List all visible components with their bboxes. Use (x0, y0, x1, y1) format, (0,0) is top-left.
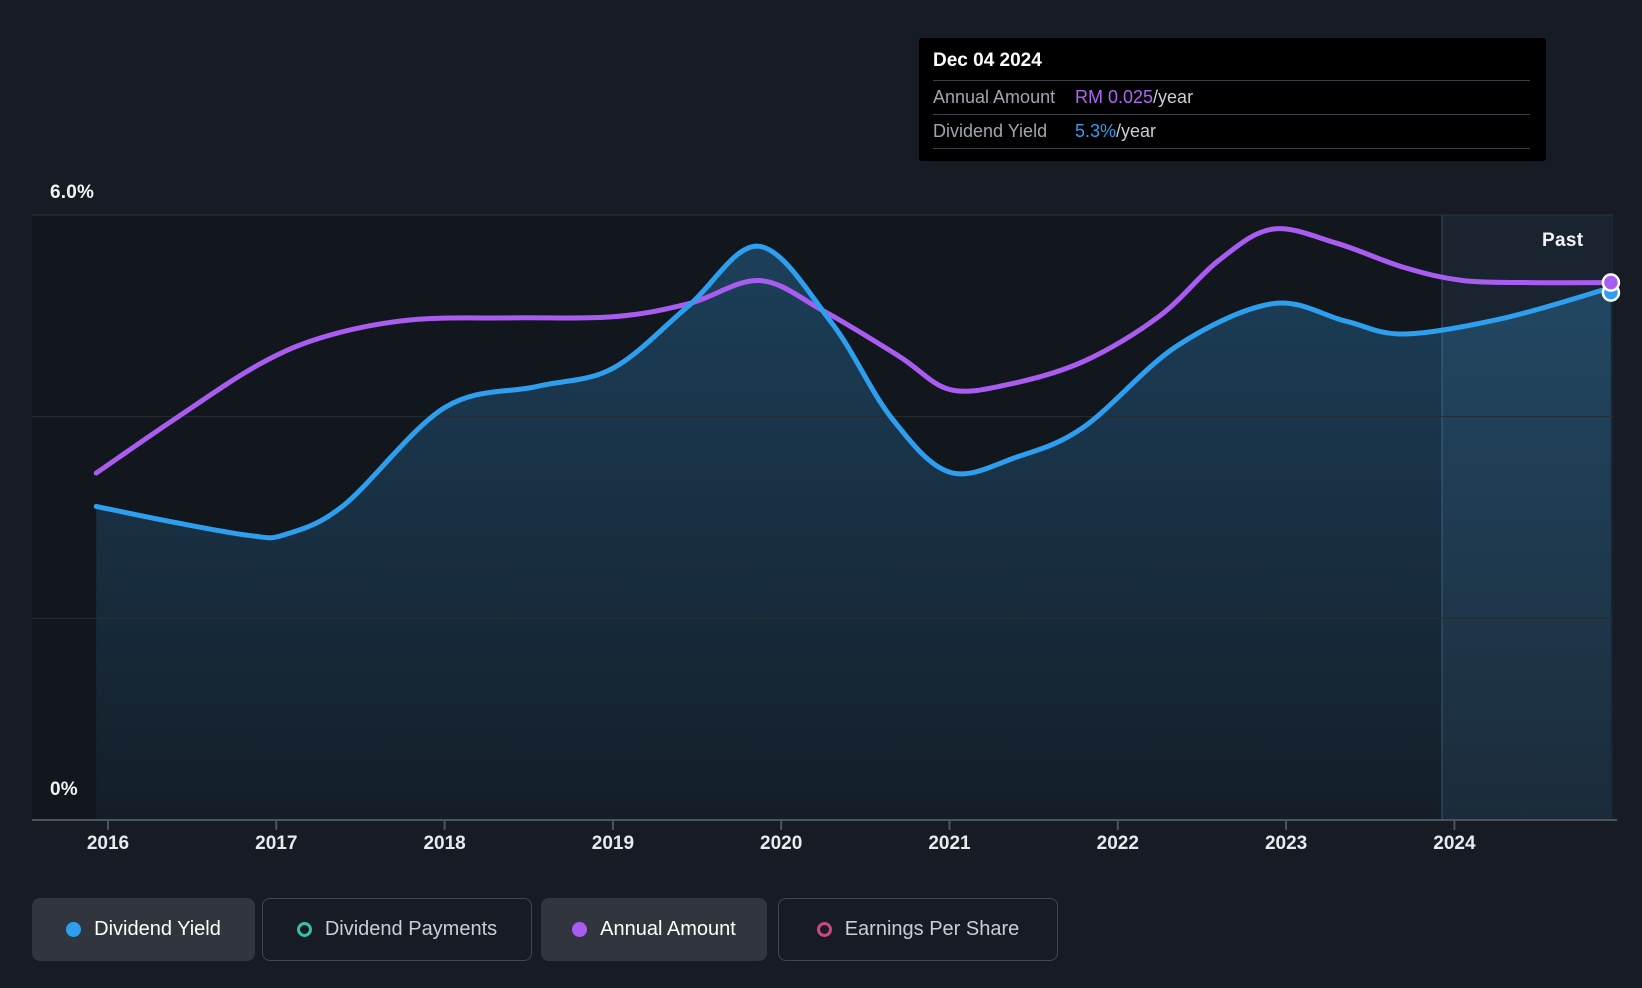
dividend-yield-line (93, 243, 1614, 541)
tooltip-row-suffix: /year (1153, 87, 1194, 107)
legend-dividend-yield-label: Dividend Yield (94, 918, 221, 940)
legend-earnings-per-share[interactable]: Earnings Per Share (778, 898, 1058, 961)
x-axis-label-2022: 2022 (1096, 833, 1139, 854)
legend-earnings-per-share-ring-icon (816, 922, 832, 937)
x-axis-label-2019: 2019 (591, 833, 635, 854)
legend-annual-amount[interactable]: Annual Amount (541, 898, 767, 961)
legend-earnings-per-share-label: Earnings Per Share (844, 918, 1020, 940)
legend-annual-amount-label: Annual Amount (600, 918, 736, 940)
chart-tooltip: Dec 04 2024 Annual Amount RM 0.025/year Di… (919, 38, 1546, 161)
x-axis-label-2021: 2021 (928, 833, 971, 854)
y-axis-label-min: 0% (50, 779, 78, 800)
legend-dividend-payments[interactable]: Dividend Payments (262, 898, 532, 961)
x-axis-label-2023: 2023 (1264, 833, 1308, 854)
tooltip-row-value: 5.3% (1075, 121, 1117, 141)
x-axis-label-2024: 2024 (1433, 833, 1476, 854)
dividend-yield-area (96, 246, 1611, 820)
y-axis-label-max: 6.0% (50, 182, 95, 203)
past-region-band (1442, 215, 1613, 820)
legend-dividend-yield-dot-icon (66, 922, 82, 937)
tooltip-row-value: RM 0.025 (1075, 87, 1154, 107)
tooltip-rows: Annual Amount RM 0.025/year Dividend Yield… (933, 80, 1530, 149)
annual-amount-end-marker (1601, 273, 1621, 292)
x-axis-label-2017: 2017 (255, 833, 298, 854)
x-axis-label-2018: 2018 (423, 833, 466, 854)
tooltip-row-label: Dividend Yield (933, 121, 1048, 141)
tooltip-row-suffix: /year (1116, 121, 1157, 141)
tooltip-row-label: Annual Amount (933, 87, 1056, 107)
tooltip-row: Dividend Yield 5.3%/year (933, 114, 1530, 149)
tooltip-row: Annual Amount RM 0.025/year (933, 80, 1530, 114)
tooltip-date: Dec 04 2024 (933, 50, 1042, 71)
past-region-label: Past (1542, 230, 1584, 251)
legend-dividend-payments-ring-icon (296, 922, 312, 937)
legend-dividend-payments-label: Dividend Payments (324, 918, 498, 940)
x-axis-label-2020: 2020 (760, 833, 803, 854)
x-axis-label-2016: 2016 (86, 833, 130, 854)
legend-annual-amount-dot-icon (572, 922, 588, 937)
legend-dividend-yield[interactable]: Dividend Yield (32, 898, 255, 961)
annual-amount-line (93, 226, 1614, 476)
